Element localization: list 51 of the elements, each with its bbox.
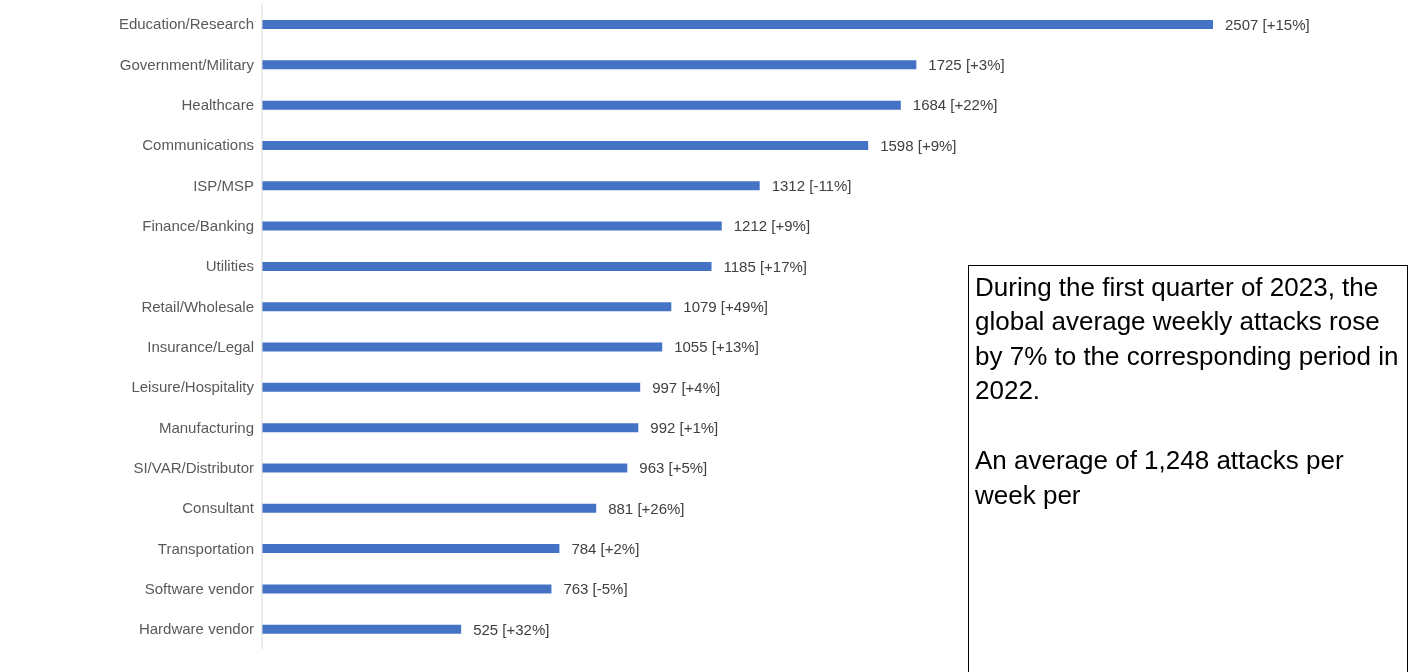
y-tick-label: Retail/Wholesale: [141, 297, 254, 315]
data-label: 1598 [+9%]: [880, 136, 957, 154]
bar: [262, 100, 901, 110]
data-label: 525 [+32%]: [473, 620, 550, 638]
data-label: 881 [+26%]: [608, 499, 685, 517]
y-tick-label: Hardware vendor: [138, 620, 254, 638]
data-label: 1185 [+17%]: [723, 257, 808, 275]
data-label: 784 [+2%]: [571, 539, 640, 557]
annotation: During the first quarter of 2023, the global average weekly attacks rose by 7% to the corresponding period in 2022.: [975, 271, 1400, 407]
text-box: During the first quarter of 2023, the global average weekly attacks rose by 7% to the corresponding period in 2022. An average of 1,248 attacks per week per: [968, 265, 1408, 672]
y-tick-label: Government/Military: [119, 55, 255, 73]
bar: [262, 624, 462, 634]
annotation: An average of 1,248 attacks per week per: [975, 444, 1345, 512]
bar: [262, 60, 917, 70]
bar: [262, 584, 552, 594]
y-tick-label: ISP/MSP: [193, 176, 254, 194]
bar: [262, 221, 722, 231]
data-label: 1312 [-11%]: [771, 177, 852, 195]
data-label: 2507 [+15%]: [1225, 15, 1310, 33]
y-tick-label: Transportation: [157, 539, 254, 557]
y-tick-label: Communications: [142, 136, 254, 154]
bar: [262, 463, 628, 473]
data-label: 1055 [+13%]: [674, 338, 759, 356]
data-label: 763 [-5%]: [563, 580, 628, 598]
bar: [262, 503, 597, 513]
data-label: 1725 [+3%]: [928, 56, 1005, 74]
data-label: 963 [+5%]: [639, 459, 708, 477]
data-label: 992 [+1%]: [650, 418, 719, 436]
bar: [262, 140, 869, 150]
data-label: 1684 [+22%]: [912, 96, 998, 114]
bar: [262, 544, 560, 554]
data-label: 1079 [+49%]: [683, 298, 768, 316]
y-tick-label: Manufacturing: [158, 418, 254, 436]
bar: [262, 382, 641, 392]
y-tick-label: Consultant: [182, 499, 255, 517]
y-tick-label: Insurance/Legal: [147, 337, 254, 355]
y-tick-label: Software vendor: [144, 579, 254, 597]
bar: [262, 20, 1213, 29]
bar: [262, 302, 672, 312]
data-label: 997 [+4%]: [652, 378, 721, 396]
y-tick-label: SI/VAR/Distributor: [133, 458, 254, 476]
y-tick-label: Leisure/Hospitality: [131, 378, 255, 396]
bar: [262, 261, 712, 271]
bar: [262, 181, 760, 191]
y-tick-label: Healthcare: [181, 96, 254, 114]
data-label: 1212 [+9%]: [733, 217, 811, 235]
bar: [262, 423, 639, 433]
y-tick-label: Education/Research: [118, 15, 254, 33]
bar: [262, 342, 663, 352]
y-tick-label: Utilities: [205, 257, 254, 275]
y-tick-label: Finance/Banking: [142, 217, 254, 235]
